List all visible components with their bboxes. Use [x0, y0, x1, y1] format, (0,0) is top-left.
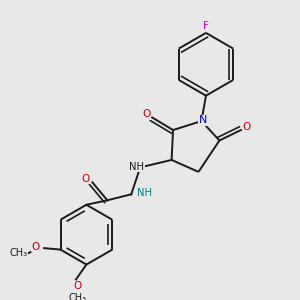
- Text: O: O: [243, 122, 251, 132]
- Text: F: F: [203, 21, 209, 31]
- Text: CH₃: CH₃: [68, 293, 86, 300]
- Text: N: N: [199, 116, 207, 125]
- Text: O: O: [73, 281, 82, 291]
- Text: O: O: [143, 110, 151, 119]
- Text: O: O: [32, 242, 40, 252]
- Text: CH₃: CH₃: [10, 248, 28, 259]
- Text: O: O: [82, 174, 90, 184]
- Text: NH: NH: [137, 188, 152, 198]
- Text: NH: NH: [129, 162, 144, 172]
